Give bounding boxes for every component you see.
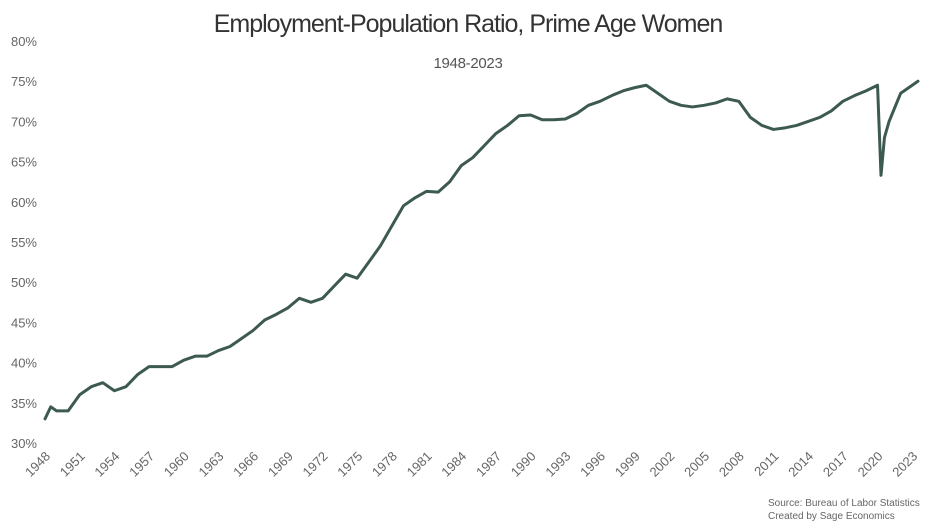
x-tick-label: 2017 xyxy=(820,449,851,480)
x-tick-label: 2011 xyxy=(751,449,781,479)
y-tick-label: 55% xyxy=(11,235,37,250)
x-tick-label: 1963 xyxy=(196,449,227,480)
x-tick-label: 1957 xyxy=(126,449,157,480)
y-tick-label: 45% xyxy=(11,315,37,330)
x-tick-label: 1951 xyxy=(57,449,88,480)
y-tick-label: 70% xyxy=(11,114,37,129)
source-note: Source: Bureau of Labor Statistics xyxy=(768,498,920,509)
y-tick-label: 65% xyxy=(11,155,37,170)
x-tick-label: 1987 xyxy=(473,449,504,480)
chart-title: Employment-Population Ratio, Prime Age W… xyxy=(214,10,723,38)
x-tick-label: 2008 xyxy=(716,449,747,480)
y-tick-label: 50% xyxy=(11,275,37,290)
x-tick-label: 1966 xyxy=(230,449,261,480)
y-tick-label: 30% xyxy=(11,436,37,451)
x-tick-label: 1984 xyxy=(438,449,469,480)
x-tick-label: 2020 xyxy=(855,449,886,480)
credit-note: Created by Sage Economics xyxy=(768,511,895,522)
x-tick-label: 2005 xyxy=(681,449,712,480)
x-tick-label: 1969 xyxy=(265,449,296,480)
y-tick-label: 75% xyxy=(11,74,37,89)
x-tick-label: 1954 xyxy=(91,449,122,480)
x-tick-label: 1996 xyxy=(577,449,608,480)
x-tick-label: 1975 xyxy=(334,449,365,480)
y-tick-label: 40% xyxy=(11,356,37,371)
x-tick-label: 1993 xyxy=(542,449,573,480)
chart-subtitle: 1948-2023 xyxy=(433,55,502,72)
y-tick-label: 60% xyxy=(11,195,37,210)
data-line xyxy=(43,79,920,421)
x-tick-label: 1960 xyxy=(161,449,192,480)
y-tick-label: 80% xyxy=(11,34,37,49)
x-tick-label: 1999 xyxy=(612,449,643,480)
x-tick-label: 2023 xyxy=(889,449,920,480)
x-tick-label: 1990 xyxy=(508,449,539,480)
x-tick-label: 2014 xyxy=(785,449,816,480)
x-tick-label: 2002 xyxy=(646,449,677,480)
x-tick-label: 1978 xyxy=(369,449,400,480)
x-tick-label: 1981 xyxy=(404,449,435,480)
x-tick-label: 1972 xyxy=(300,449,331,480)
y-tick-label: 35% xyxy=(11,396,37,411)
x-tick-label: 1948 xyxy=(22,449,53,480)
